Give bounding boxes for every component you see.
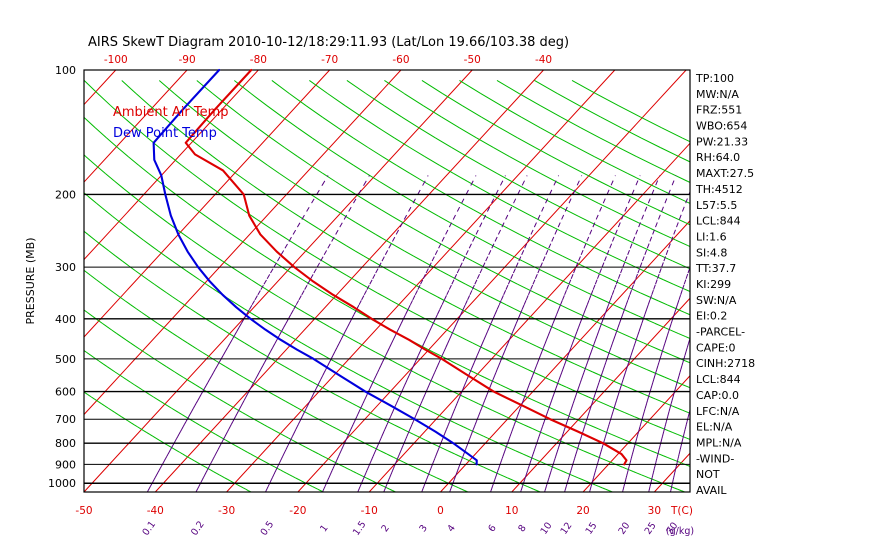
pressure-tick-500: 500	[55, 353, 76, 366]
temp-bottom-tick-20: 20	[576, 505, 589, 517]
pressure-tick-900: 900	[55, 458, 76, 471]
sidebar-item-20: CAP:0.0	[696, 389, 739, 402]
pressure-tick-200: 200	[55, 188, 76, 201]
mixing-ratio-tick-1: 1	[318, 523, 330, 534]
sidebar-item-12: TT:37.7	[695, 262, 736, 275]
sidebar-item-7: TH:4512	[695, 183, 743, 196]
sidebar-item-1: MW:N/A	[696, 88, 739, 101]
isotherm-lines	[83, 69, 691, 493]
temp-bottom-tick--30: -30	[218, 505, 235, 517]
sidebar-item-23: MPL:N/A	[696, 436, 742, 449]
temp-bottom-tick-0: 0	[437, 505, 444, 517]
sidebar-item-24: -WIND-	[696, 452, 734, 465]
sidebar-item-18: CINH:2718	[696, 357, 755, 370]
temp-bottom-tick--50: -50	[75, 505, 92, 517]
sidebar-item-10: LI:1.6	[696, 230, 727, 243]
pressure-tick-700: 700	[55, 413, 76, 426]
bottom-temperature-labels: -50 -40 -30 -20 -10 0 10 20 30 T(C)	[75, 505, 693, 517]
sidebar-item-15: EI:0.2	[696, 310, 727, 323]
sidebar-item-14: SW:N/A	[696, 294, 737, 307]
sidebar-item-6: MAXT:27.5	[696, 167, 754, 180]
sidebar-item-8: L57:5.5	[696, 199, 737, 212]
pressure-tick-600: 600	[55, 386, 76, 399]
pressure-tick-800: 800	[55, 437, 76, 450]
sidebar-item-26: AVAIL	[696, 484, 727, 497]
temp-top-tick--50: -50	[464, 54, 481, 66]
mixing-ratio-tick-6: 6	[486, 523, 498, 534]
temp-axis-unit-label: T(C)	[670, 505, 693, 517]
mixing-ratio-lines	[146, 175, 691, 493]
sidebar-item-11: SI:4.8	[696, 246, 727, 259]
top-temperature-labels: -100 -90 -80 -70 -60 -50 -40	[104, 54, 552, 66]
temp-bottom-tick--10: -10	[361, 505, 378, 517]
temp-bottom-tick-10: 10	[505, 505, 518, 517]
temp-bottom-tick-30: 30	[648, 505, 661, 517]
pressure-tick-100: 100	[55, 64, 76, 77]
legend-dew-point-temp: Dew Point Temp	[113, 126, 217, 141]
pressure-axis-label: PRESSURE (MB)	[24, 238, 37, 325]
sidebar-item-3: WBO:654	[696, 120, 747, 133]
pressure-tick-400: 400	[55, 313, 76, 326]
temp-bottom-tick--20: -20	[289, 505, 306, 517]
sidebar-item-22: EL:N/A	[696, 421, 733, 434]
legend-ambient-air-temp: Ambient Air Temp	[113, 105, 229, 120]
temp-top-tick--70: -70	[321, 54, 338, 66]
mixing-ratio-tick-2: 2	[379, 523, 391, 534]
mixing-ratio-unit-label: (g/kg)	[666, 526, 694, 537]
plot-frame	[83, 69, 691, 493]
sidebar-item-0: TP:100	[695, 72, 734, 85]
sidebar-item-5: RH:64.0	[696, 151, 740, 164]
sidebar-item-4: PW:21.33	[696, 135, 748, 148]
sidebar-item-25: NOT	[696, 468, 720, 481]
mixing-ratio-tick-4: 4	[445, 523, 457, 534]
pressure-lines	[84, 69, 690, 484]
mixing-ratio-tick-8: 8	[516, 523, 528, 534]
sidebar-item-21: LFC:N/A	[696, 405, 740, 418]
mixing-ratio-tick-3: 3	[417, 523, 429, 534]
pressure-tick-300: 300	[55, 261, 76, 274]
temp-top-tick--80: -80	[250, 54, 267, 66]
temp-top-tick--60: -60	[392, 54, 409, 66]
sidebar-item-2: FRZ:551	[696, 104, 742, 117]
sidebar-item-19: LCL:844	[696, 373, 741, 386]
sidebar-item-16: -PARCEL-	[696, 326, 745, 339]
sidebar-readout: TP:100 MW:N/A FRZ:551 WBO:654 PW:21.33 RH:64.…	[695, 72, 755, 497]
sidebar-item-9: LCL:844	[696, 215, 741, 228]
sidebar-item-17: CAPE:0	[696, 341, 736, 354]
temp-top-tick--90: -90	[178, 54, 195, 66]
pressure-tick-1000: 1000	[48, 477, 76, 490]
temp-top-tick--100: -100	[104, 54, 128, 66]
pressure-tick-labels: 100 200 300 400 500 600 700 800 900 1000	[48, 64, 76, 490]
sidebar-item-13: KI:299	[696, 278, 731, 291]
temp-bottom-tick--40: -40	[147, 505, 164, 517]
temp-top-tick--40: -40	[535, 54, 552, 66]
profile-curves	[152, 68, 628, 466]
page-title: AIRS SkewT Diagram 2010-10-12/18:29:11.9…	[88, 35, 569, 50]
